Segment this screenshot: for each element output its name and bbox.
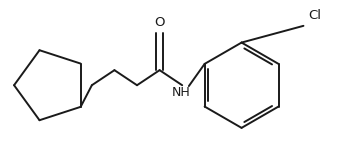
Text: NH: NH: [172, 86, 191, 99]
Text: Cl: Cl: [308, 9, 321, 22]
Text: O: O: [155, 16, 165, 29]
